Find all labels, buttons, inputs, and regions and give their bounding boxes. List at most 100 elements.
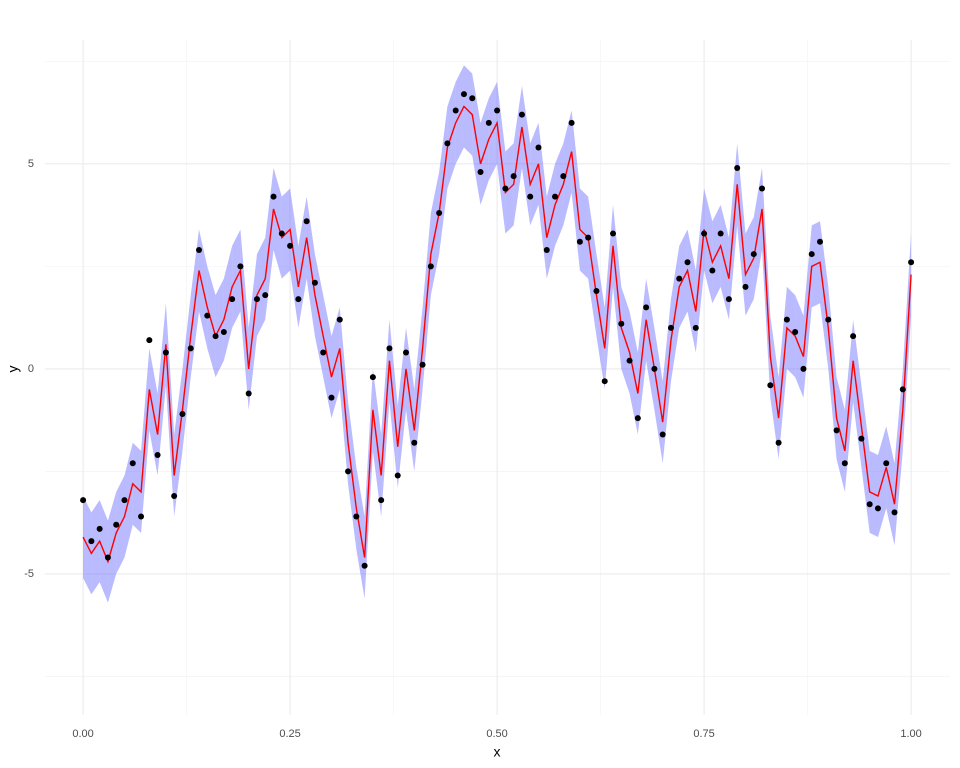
data-point (104, 554, 111, 561)
data-point (618, 320, 625, 327)
data-point (552, 193, 559, 200)
data-point (767, 382, 774, 389)
data-point (138, 513, 145, 520)
data-point (419, 361, 426, 368)
data-point (403, 349, 410, 356)
data-point (80, 497, 87, 504)
data-point (245, 390, 252, 397)
data-point (146, 337, 153, 344)
data-point (593, 287, 600, 294)
data-point (336, 316, 343, 323)
data-point (278, 230, 285, 237)
data-point (303, 218, 310, 225)
data-point (626, 357, 633, 364)
x-tick-label: 0.75 (693, 728, 714, 740)
data-point (353, 513, 360, 520)
data-point (444, 140, 451, 147)
data-point (187, 345, 194, 352)
data-point (560, 173, 567, 180)
y-tick-label: -5 (24, 568, 34, 580)
data-point (154, 452, 161, 459)
data-point (270, 193, 277, 200)
data-point (883, 460, 890, 467)
data-point (361, 562, 368, 569)
data-point (345, 468, 352, 475)
data-point (841, 460, 848, 467)
data-point (485, 119, 492, 126)
data-point (874, 505, 881, 512)
x-tick-label: 0.25 (279, 728, 300, 740)
data-point (800, 365, 807, 372)
data-point (204, 312, 211, 319)
data-point (833, 427, 840, 434)
x-tick-label: 1.00 (900, 728, 921, 740)
data-point (320, 349, 327, 356)
data-point (858, 435, 865, 442)
data-point (651, 365, 658, 372)
data-point (866, 501, 873, 508)
data-point (808, 251, 815, 258)
data-point (378, 497, 385, 504)
data-point (643, 304, 650, 311)
data-point (96, 525, 103, 532)
data-point (220, 328, 227, 335)
data-point (908, 259, 915, 266)
data-point (212, 333, 219, 340)
data-point (585, 234, 592, 241)
fit-line (82, 105, 912, 564)
data-point (725, 296, 732, 303)
data-point (328, 394, 335, 401)
data-point (659, 431, 666, 438)
data-point (527, 193, 534, 200)
data-point (113, 521, 120, 528)
data-point (701, 230, 708, 237)
y-tick-label: 5 (28, 158, 34, 170)
data-point (502, 185, 509, 192)
y-tick-label: 0 (28, 363, 34, 375)
data-point (684, 259, 691, 266)
data-point (518, 111, 525, 118)
data-point (262, 292, 269, 299)
data-point (543, 246, 550, 253)
data-point (742, 283, 749, 290)
data-point (411, 439, 418, 446)
data-point (783, 316, 790, 323)
data-point (709, 267, 716, 274)
data-point (196, 246, 203, 253)
data-point (601, 378, 608, 385)
data-point (436, 210, 443, 217)
data-point (386, 345, 393, 352)
data-point (394, 472, 401, 479)
data-point (891, 509, 898, 516)
data-point (825, 316, 832, 323)
data-point (253, 296, 260, 303)
data-point (759, 185, 766, 192)
data-point (667, 324, 674, 331)
data-point (287, 242, 294, 249)
data-point (129, 460, 136, 467)
data-point (850, 333, 857, 340)
data-point (469, 95, 476, 102)
data-point (295, 296, 302, 303)
data-point (477, 169, 484, 176)
data-point (734, 164, 741, 171)
data-point (494, 107, 501, 114)
data-point (171, 493, 178, 500)
data-point (535, 144, 542, 151)
data-point (775, 439, 782, 446)
data-point (676, 275, 683, 282)
data-point (717, 230, 724, 237)
x-tick-label: 0.00 (72, 728, 93, 740)
data-point (692, 324, 699, 331)
data-point (452, 107, 459, 114)
data-point (179, 410, 186, 417)
x-axis-title: x (494, 744, 501, 760)
data-point (460, 91, 467, 98)
data-point (229, 296, 236, 303)
data-point (237, 263, 244, 270)
data-point (121, 497, 128, 504)
data-point (162, 349, 169, 356)
data-point (899, 386, 906, 393)
data-point (817, 238, 824, 245)
data-point (750, 251, 757, 258)
